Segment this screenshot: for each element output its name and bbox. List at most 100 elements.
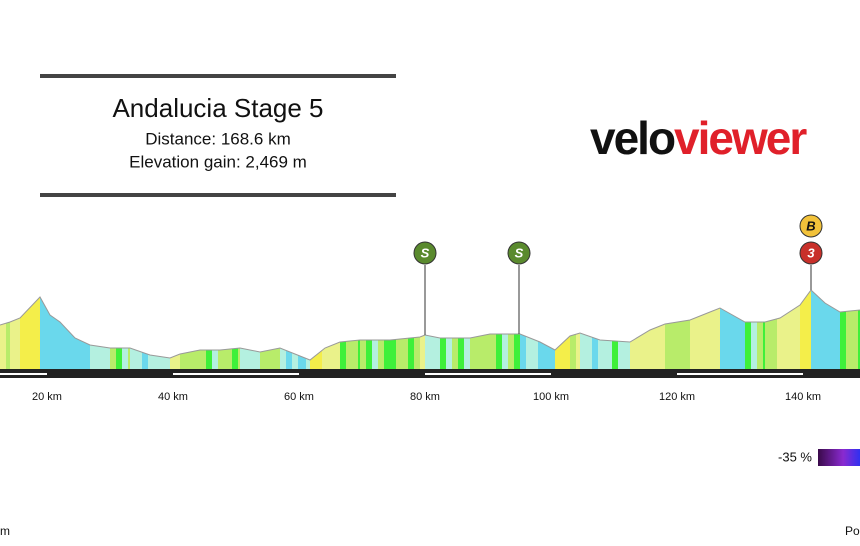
profile-segment [837, 310, 840, 369]
logo: veloviewer [590, 112, 807, 164]
profile-segment [446, 338, 452, 369]
profile-segment [586, 335, 592, 369]
profile-segment [538, 341, 540, 369]
profile-segment [817, 295, 823, 369]
profile-segment [798, 305, 800, 369]
legend-gradient [818, 449, 860, 466]
profile-segment [192, 350, 198, 369]
profile-segment [780, 314, 786, 369]
climb-marker [799, 241, 823, 265]
profile-segment [831, 306, 837, 369]
profile-segment [552, 348, 555, 369]
profile-segment [322, 348, 325, 369]
profile-segment [425, 335, 431, 369]
profile-segment [358, 340, 360, 369]
profile-segment [598, 339, 600, 369]
profile-segment [130, 348, 136, 369]
profile-segment [476, 335, 482, 369]
axis-dashes [0, 373, 803, 375]
profile-segment [16, 318, 20, 369]
profile-segment [162, 356, 168, 369]
profile-segment [642, 331, 648, 369]
profile-segment [110, 348, 116, 369]
profile-segment [142, 352, 148, 369]
legend-label: -35 % [778, 449, 812, 464]
profile-segment [526, 336, 532, 369]
profile-segment [6, 322, 10, 369]
marker-label: S [421, 245, 430, 260]
profile-segment [496, 334, 502, 369]
profile-segment [286, 350, 292, 369]
profile-segment [212, 350, 218, 369]
profile-segment [840, 311, 846, 369]
profile-segment [218, 350, 220, 369]
profile-segment [606, 340, 612, 369]
profile-segment [777, 318, 780, 369]
profile-segment [825, 303, 831, 369]
profile-segment [148, 354, 150, 369]
profile-segment [624, 341, 630, 369]
profile-segment [570, 334, 576, 369]
profile-segment [482, 334, 488, 369]
profile-segment [771, 318, 777, 369]
profile-segment [738, 318, 744, 369]
profile-segment [325, 345, 331, 369]
profile-segment [508, 334, 514, 369]
profile-segment [710, 309, 716, 369]
title: Andalucia Stage 5 [112, 93, 323, 123]
sprint-marker [507, 241, 531, 265]
profile-segment [561, 338, 567, 369]
profile-segment [600, 340, 606, 369]
km-label: 120 km [659, 391, 695, 403]
profile-segment [437, 337, 440, 369]
profile-segment [520, 334, 526, 369]
profile-segment [298, 355, 300, 369]
profile-segment [732, 314, 738, 369]
profile-segment [366, 340, 372, 369]
profile-segment [337, 342, 340, 369]
profile-segment [763, 322, 765, 369]
profile-segment [540, 342, 546, 369]
profile-segment [592, 337, 598, 369]
header-rule [40, 193, 396, 197]
profile-segment [310, 355, 316, 369]
km-label: 40 km [158, 391, 188, 403]
profile-segment [26, 305, 32, 369]
km-label: 20 km [32, 391, 62, 403]
profile-segment [220, 349, 226, 369]
profile-segment [765, 320, 771, 369]
profile-segment [636, 334, 642, 369]
profile-segment [464, 338, 470, 369]
profile-segment [300, 356, 306, 369]
profile-segment [502, 334, 508, 369]
profile-segment [38, 297, 40, 369]
profile-segment [630, 338, 636, 369]
profile-segment [431, 336, 437, 369]
profile-segment [662, 324, 665, 369]
profile-segment [240, 348, 246, 369]
profile-segment [414, 337, 420, 369]
profile-segment [488, 334, 490, 369]
profile-segment [532, 338, 538, 369]
logo-viewer: viewer [674, 112, 807, 164]
profile-segment [390, 339, 396, 369]
profile-segment [280, 348, 286, 369]
profile-segment [56, 319, 60, 369]
profile-segment [331, 343, 337, 369]
profile-segment [689, 320, 690, 369]
profile-segment [128, 348, 130, 369]
elevation-gain: Elevation gain: 2,469 m [129, 152, 307, 171]
profile-segment [292, 352, 298, 369]
profile-segment [751, 322, 757, 369]
profile-segment [156, 355, 162, 369]
profile-segment [576, 333, 580, 369]
header-rule [40, 74, 396, 78]
profile-segment [458, 338, 464, 369]
km-label: 80 km [410, 391, 440, 403]
elevation-profile [0, 289, 860, 369]
profile-segment [116, 348, 122, 369]
profile-segment [690, 317, 696, 369]
profile-segment [852, 310, 858, 369]
profile-segment [186, 351, 192, 369]
profile-segment [580, 333, 586, 369]
